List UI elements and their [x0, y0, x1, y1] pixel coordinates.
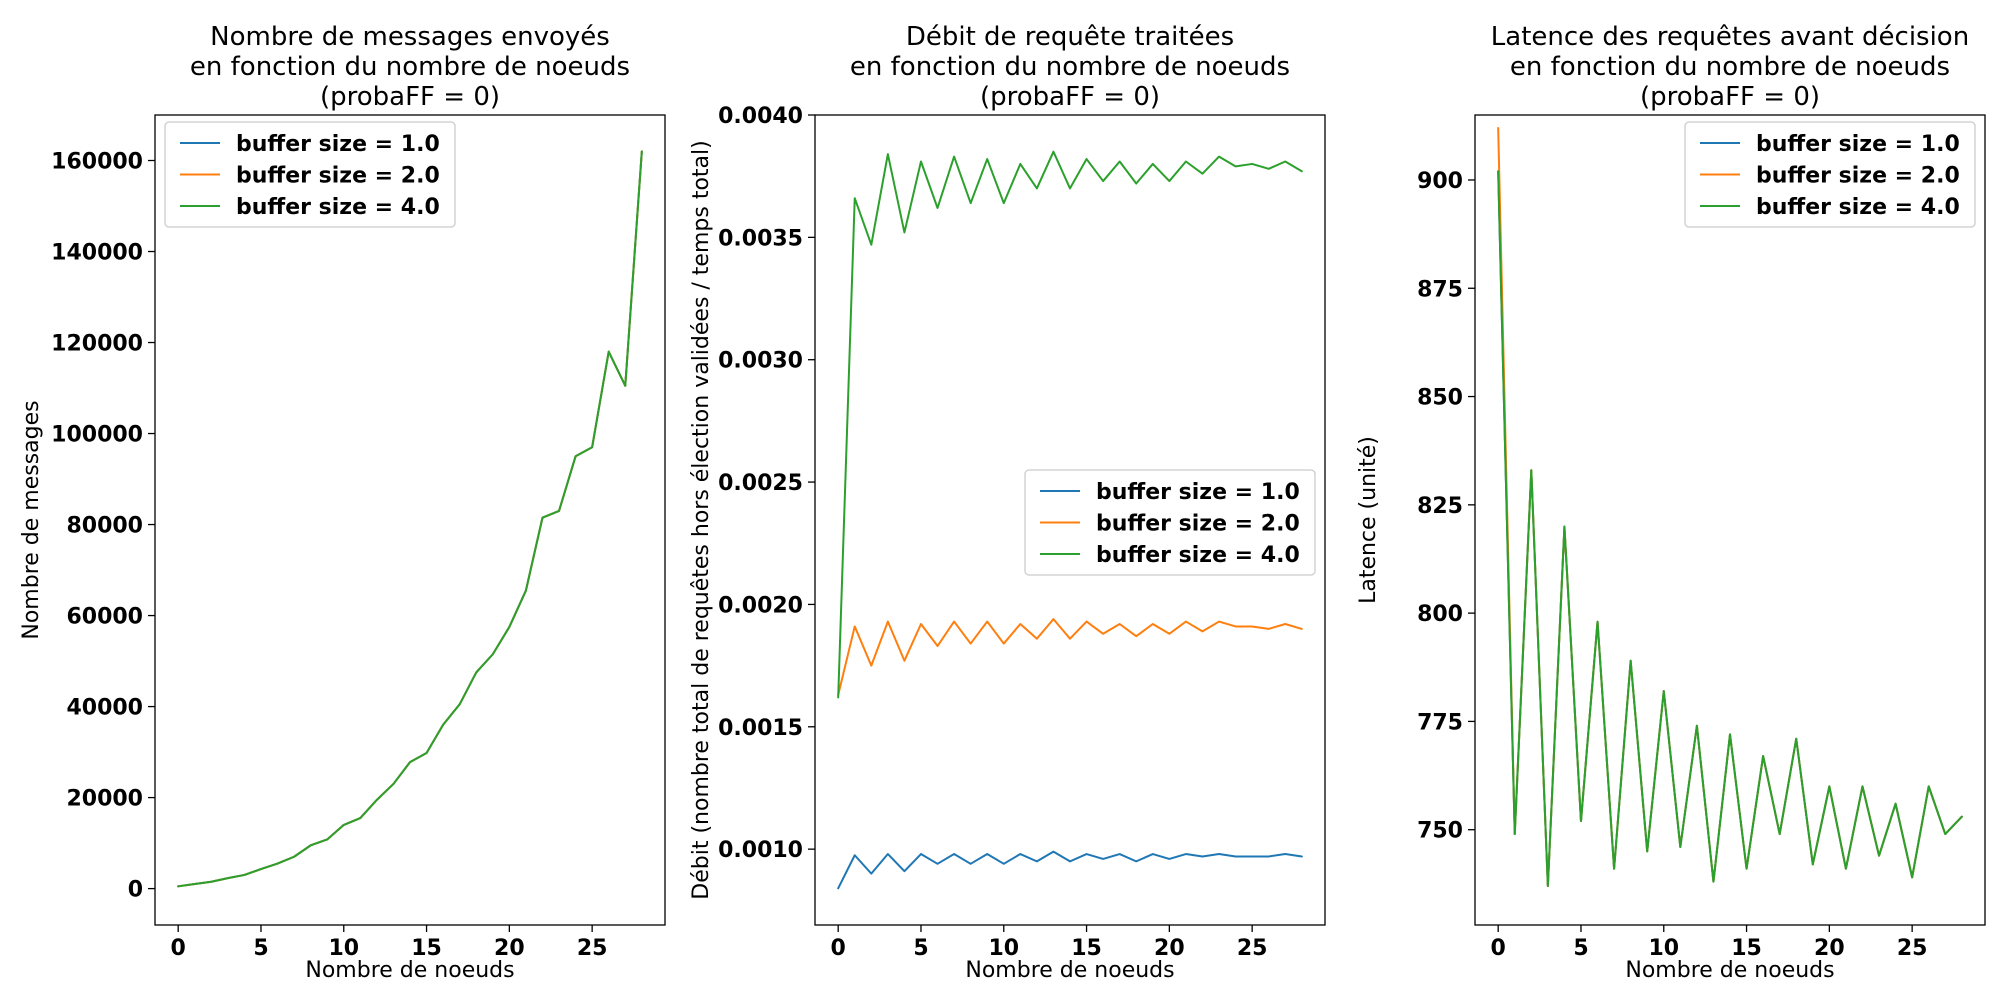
series-line-1: [1497, 170, 1963, 888]
legend-label: buffer size = 1.0: [236, 132, 440, 157]
y-tick-label: 850: [1417, 386, 1463, 411]
x-tick-label: 5: [1573, 936, 1588, 961]
x-tick-label: 5: [913, 936, 928, 961]
legend-label: buffer size = 1.0: [1096, 480, 1300, 505]
x-tick-label: 25: [1897, 936, 1928, 961]
chart-title-line: en fonction du nombre de noeuds: [190, 52, 630, 82]
legend-frame: [164, 121, 456, 228]
x-tick-label: 10: [1648, 936, 1679, 961]
y-tick-label: 0.0025: [718, 471, 803, 496]
y-axis-label: Débit (nombre total de requêtes hors éle…: [689, 140, 714, 899]
x-tick-label: 15: [411, 936, 442, 961]
y-tick-label: 825: [1417, 494, 1463, 519]
y-tick-label: 0.0035: [718, 226, 803, 251]
series-line-3: [177, 150, 643, 888]
y-tick-label: 20000: [66, 787, 143, 812]
x-tick-label: 5: [253, 936, 268, 961]
chart-title-line: Nombre de messages envoyés: [210, 22, 610, 52]
series-line-2: [177, 150, 643, 888]
x-tick-label: 25: [1237, 936, 1268, 961]
plot-frame: [814, 114, 1326, 926]
legend-label: buffer size = 4.0: [1756, 195, 1960, 220]
series-line-2: [837, 618, 1303, 696]
x-tick-label: 10: [328, 936, 359, 961]
series-line-1: [177, 150, 643, 888]
y-tick-label: 100000: [51, 423, 143, 448]
chart-title-line: en fonction du nombre de noeuds: [1510, 52, 1950, 82]
y-tick-label: 60000: [66, 605, 143, 630]
plot-frame: [154, 114, 666, 926]
x-tick-label: 0: [831, 936, 846, 961]
legend-label: buffer size = 1.0: [1756, 132, 1960, 157]
y-tick-label: 40000: [66, 696, 143, 721]
legend-label: buffer size = 2.0: [1756, 164, 1960, 189]
y-tick-label: 900: [1417, 169, 1463, 194]
x-axis-label: Nombre de noeuds: [1625, 958, 1834, 983]
legend-label: buffer size = 2.0: [1096, 512, 1300, 537]
legend: buffer size = 1.0 buffer size = 2.0 buffer…: [1024, 469, 1316, 576]
x-tick-label: 20: [1814, 936, 1845, 961]
y-tick-label: 0.0030: [718, 349, 803, 374]
legend: buffer size = 1.0 buffer size = 2.0 buffer…: [164, 121, 456, 228]
x-axis-label: Nombre de noeuds: [965, 958, 1174, 983]
legend-label: buffer size = 2.0: [236, 164, 440, 189]
x-tick-label: 20: [1154, 936, 1185, 961]
y-axis-label: Latence (unité): [1356, 436, 1381, 604]
x-tick-label: 0: [171, 936, 186, 961]
y-tick-label: 140000: [51, 241, 143, 266]
legend-frame: [1024, 469, 1316, 576]
x-tick-label: 25: [577, 936, 608, 961]
chart-title-line: (probaFF = 0): [980, 82, 1160, 112]
y-tick-label: 0.0015: [718, 716, 803, 741]
chart-title-line: Latence des requêtes avant décision: [1491, 22, 1969, 52]
y-tick-label: 0.0010: [718, 838, 803, 863]
y-tick-label: 775: [1417, 710, 1463, 735]
x-axis-label: Nombre de noeuds: [305, 958, 514, 983]
y-tick-label: 0: [128, 878, 143, 903]
y-tick-label: 0.0020: [718, 593, 803, 618]
legend-label: buffer size = 4.0: [1096, 543, 1300, 568]
x-tick-label: 20: [494, 936, 525, 961]
x-tick-label: 15: [1731, 936, 1762, 961]
legend-frame: [1684, 121, 1976, 228]
chart-title-line: en fonction du nombre de noeuds: [850, 52, 1290, 82]
series-line-3: [1497, 170, 1963, 888]
chart-title-line: (probaFF = 0): [1640, 82, 1820, 112]
y-tick-label: 875: [1417, 277, 1463, 302]
chart-title-line: Débit de requête traitées: [906, 22, 1234, 52]
y-axis-label: Nombre de messages: [19, 400, 44, 639]
legend-label: buffer size = 4.0: [236, 195, 440, 220]
y-tick-label: 120000: [51, 332, 143, 357]
legend: buffer size = 1.0 buffer size = 2.0 buffer…: [1684, 121, 1976, 228]
y-tick-label: 750: [1417, 819, 1463, 844]
series-line-2: [1497, 126, 1963, 888]
series-line-3: [837, 150, 1303, 699]
x-tick-label: 15: [1071, 936, 1102, 961]
plot-frame: [1474, 114, 1986, 926]
x-tick-label: 0: [1491, 936, 1506, 961]
series-line-1: [837, 850, 1303, 890]
y-tick-label: 0.0040: [718, 104, 803, 129]
chart-title-line: (probaFF = 0): [320, 82, 500, 112]
y-tick-label: 160000: [51, 150, 143, 175]
y-tick-label: 80000: [66, 514, 143, 539]
y-tick-label: 800: [1417, 602, 1463, 627]
x-tick-label: 10: [988, 936, 1019, 961]
